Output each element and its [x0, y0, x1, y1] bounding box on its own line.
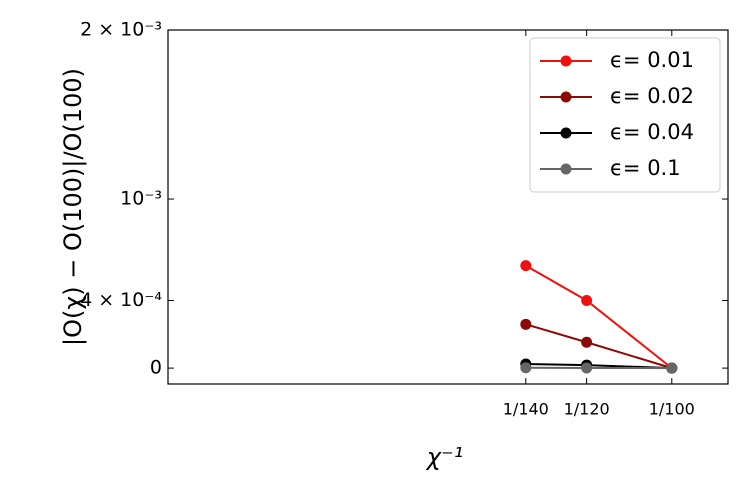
legend-label: ϵ= 0.01	[610, 48, 694, 72]
plot-frame	[167, 29, 729, 385]
legend-marker	[560, 55, 572, 67]
y-tick-label: 10⁻³	[120, 188, 162, 210]
series-line	[525, 264, 673, 369]
legend-label: ϵ= 0.1	[610, 156, 681, 180]
y-axis-label: |O(χ) − O(100)|/O(100)	[59, 68, 87, 346]
legend-marker	[560, 91, 572, 103]
x-tick-label: 1/120	[564, 400, 610, 419]
data-point	[520, 260, 532, 272]
legend-marker	[560, 127, 572, 139]
x-axis-label: χ⁻¹	[425, 443, 464, 471]
legend-label: ϵ= 0.04	[610, 120, 694, 144]
y-tick-label: 2 × 10⁻³	[80, 19, 162, 41]
data-point	[581, 362, 593, 374]
data-point	[581, 294, 593, 306]
data-point	[520, 318, 532, 330]
data-point	[666, 362, 678, 374]
legend-box	[529, 37, 721, 193]
y-tick-label: 0	[150, 357, 162, 379]
data-point	[520, 362, 532, 374]
x-tick-label: 1/140	[503, 400, 549, 419]
x-tick-label: 1/100	[649, 400, 695, 419]
legend-marker	[560, 163, 572, 175]
y-tick-label: 4 × 10⁻⁴	[80, 289, 162, 311]
legend-label: ϵ= 0.02	[610, 84, 694, 108]
series-line	[525, 323, 673, 370]
data-point	[581, 336, 593, 348]
